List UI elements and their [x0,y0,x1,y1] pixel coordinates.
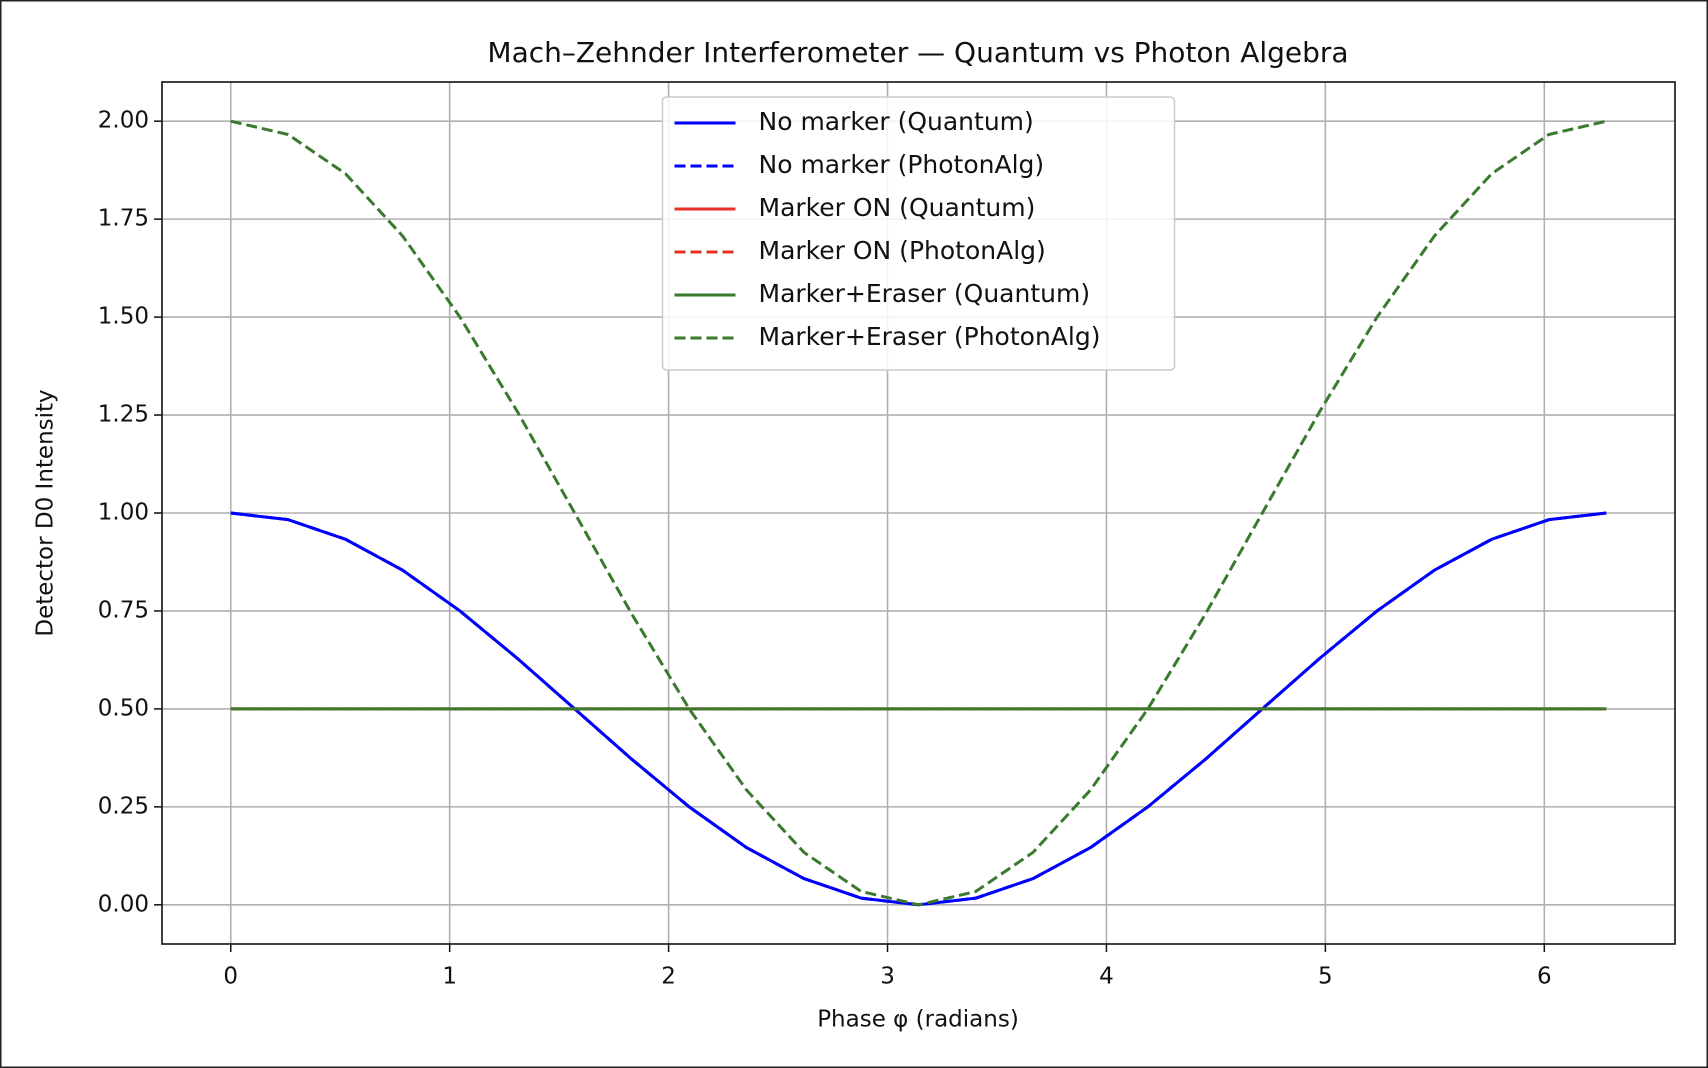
legend-label: Marker+Eraser (Quantum) [759,279,1091,308]
x-tick-label: 3 [880,964,895,990]
legend: No marker (Quantum) No marker (PhotonAlg)… [661,96,1176,371]
y-tick-label: 1.25 [98,402,149,428]
plot-area: 0 1 2 3 4 5 6 0.00 0.25 0.50 0.75 1.00 1.25 1.50 1.75 2… [98,81,1676,990]
x-tick-label: 2 [661,964,676,990]
y-tick-label: 0.50 [98,695,149,721]
y-tick-label: 0.25 [98,793,149,819]
series-line [230,119,1607,907]
axes-frame [161,81,1676,945]
x-tick-label: 1 [442,964,457,990]
y-tick-label: 1.75 [98,206,149,232]
legend-box [661,96,1176,371]
y-axis-label: Detector D0 Intensity [33,389,59,636]
x-tick-label: 4 [1099,964,1114,990]
y-tick-label: 1.50 [98,304,149,330]
y-tick-label: 0.75 [98,597,149,623]
x-axis-label: Phase φ (radians) [817,1007,1019,1033]
y-tick-label: 2.00 [98,108,149,134]
legend-label: Marker+Eraser (PhotonAlg) [759,322,1101,351]
legend-label: Marker ON (Quantum) [759,193,1036,222]
x-tick-label: 6 [1537,964,1552,990]
chart-title: Mach–Zehnder Interferometer — Quantum vs… [487,36,1348,69]
legend-label: No marker (Quantum) [759,107,1034,136]
legend-label: No marker (PhotonAlg) [759,150,1045,179]
legend-label: Marker ON (PhotonAlg) [759,236,1046,265]
x-tick-label: 0 [223,964,238,990]
y-tick-label: 0.00 [98,891,149,917]
x-tick-label: 5 [1318,964,1333,990]
y-tick-label: 1.00 [98,500,149,526]
